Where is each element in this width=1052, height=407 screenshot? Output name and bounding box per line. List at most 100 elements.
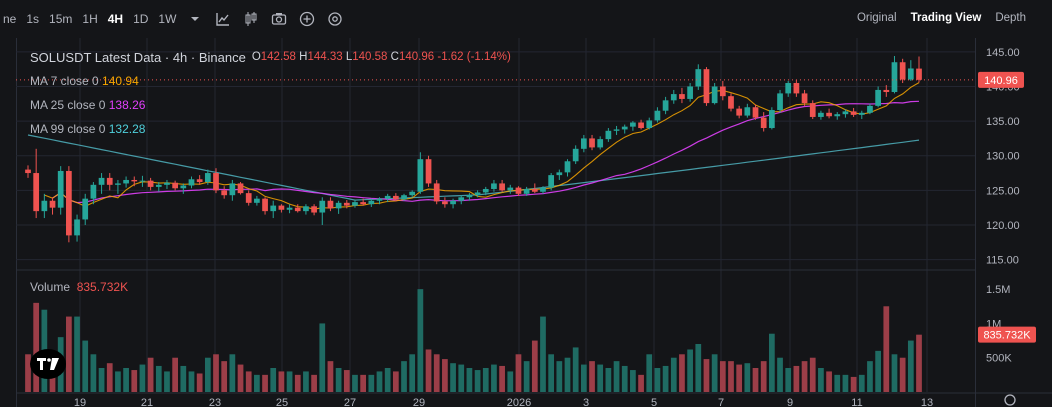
candle	[540, 186, 546, 194]
timeframe-option[interactable]: 15m	[49, 12, 73, 26]
volume-bar	[458, 364, 465, 392]
indicator-chart-icon[interactable]	[214, 10, 232, 28]
candle	[147, 177, 154, 191]
add-circle-icon[interactable]	[298, 10, 316, 28]
time-tick-label: 21	[141, 397, 153, 407]
candle-body	[303, 206, 309, 212]
open-value: 142.58	[260, 51, 296, 63]
candle-body	[466, 195, 473, 198]
candle-body	[384, 195, 391, 199]
candle	[433, 179, 440, 205]
time-tick-label: 13	[921, 397, 933, 407]
volume-bar	[891, 354, 898, 392]
candle-body	[82, 198, 89, 220]
volume-bar	[572, 347, 579, 392]
candle-body	[777, 93, 783, 111]
timeframe-option[interactable]: 1H	[82, 12, 98, 26]
view-trading-view[interactable]: Trading View	[910, 12, 982, 24]
candle-body	[621, 126, 628, 130]
candle-body	[638, 122, 644, 129]
candle-body	[769, 110, 775, 129]
candle-body	[646, 120, 653, 129]
candle-body	[916, 68, 922, 80]
candle-body	[25, 169, 31, 174]
candle	[695, 64, 702, 90]
volume-bar	[580, 364, 587, 392]
volume-bar	[335, 368, 342, 392]
candle	[425, 155, 432, 187]
candle-body	[556, 172, 563, 176]
volume-bar	[907, 340, 914, 392]
volume-tick-label: 1.5M	[986, 284, 1010, 296]
candle	[466, 193, 473, 201]
candle-body	[785, 83, 792, 94]
candle-body	[548, 175, 555, 188]
volume-bar	[605, 368, 612, 392]
candle-body	[278, 205, 285, 210]
candle	[155, 182, 162, 192]
candle-body	[482, 188, 489, 193]
timeframe-option[interactable]: 1s	[26, 12, 40, 26]
candle	[123, 176, 129, 188]
volume-bar	[687, 349, 693, 392]
high-value: 144.33	[307, 51, 343, 63]
price-tick-label: 135.00	[986, 116, 1020, 128]
candle-body	[425, 159, 432, 184]
timeframe-option-active[interactable]: 4H	[107, 12, 124, 26]
candle-body	[818, 112, 824, 117]
candle	[417, 152, 424, 194]
settings-gear-icon[interactable]	[326, 10, 344, 28]
view-depth[interactable]: Depth	[995, 12, 1026, 24]
timeframe-option[interactable]: 1W	[158, 12, 177, 26]
candle	[744, 103, 751, 118]
candle	[662, 96, 669, 115]
candle	[621, 124, 628, 134]
camera-icon[interactable]	[270, 10, 288, 28]
candle	[82, 193, 89, 225]
chevron-down-icon[interactable]	[186, 10, 204, 28]
candle-body	[115, 183, 121, 185]
candle-body	[662, 100, 669, 111]
candle	[850, 107, 857, 117]
timeframe-selector: ne 1s 15m 1H 4H 1D 1W	[0, 10, 349, 28]
candle	[74, 214, 80, 242]
volume-bar	[646, 354, 653, 392]
volume-bar	[98, 368, 105, 392]
volume-bar	[867, 361, 873, 392]
candle-body	[809, 103, 816, 117]
volume-bar	[818, 368, 824, 392]
volume-bar	[188, 371, 195, 392]
candle-body	[531, 188, 538, 192]
timeframe-option[interactable]: 1D	[133, 12, 149, 26]
candle	[204, 169, 211, 185]
candle-body	[237, 183, 244, 194]
candle-style-icon[interactable]	[242, 10, 260, 28]
candle	[842, 109, 849, 118]
timeframe-option[interactable]: ne	[3, 12, 17, 26]
candle	[556, 169, 563, 180]
volume-bar	[548, 354, 555, 392]
chart-grid	[16, 38, 1052, 394]
candle-body	[433, 183, 440, 202]
candle	[262, 197, 268, 215]
volume-bar	[703, 359, 710, 392]
volume-bar	[25, 354, 31, 392]
view-original[interactable]: Original	[856, 12, 897, 24]
candle-body	[744, 107, 751, 116]
candle	[245, 190, 252, 206]
time-tick-label: 23	[209, 397, 221, 407]
chart-legend: SOLUSDT Latest Data · 4h · Binance O142.…	[30, 46, 511, 140]
candle-body	[262, 198, 268, 212]
candle	[180, 183, 187, 194]
candle-body	[360, 202, 367, 205]
candle-body	[899, 62, 906, 80]
close-value: 140.96	[398, 51, 435, 63]
volume-bar	[621, 365, 628, 392]
volume-bar	[654, 368, 661, 392]
price-axis[interactable]	[975, 38, 1052, 407]
volume-bar	[245, 371, 252, 392]
volume-bar	[74, 316, 80, 392]
candle-body	[245, 193, 252, 203]
volume-bar	[123, 368, 129, 392]
